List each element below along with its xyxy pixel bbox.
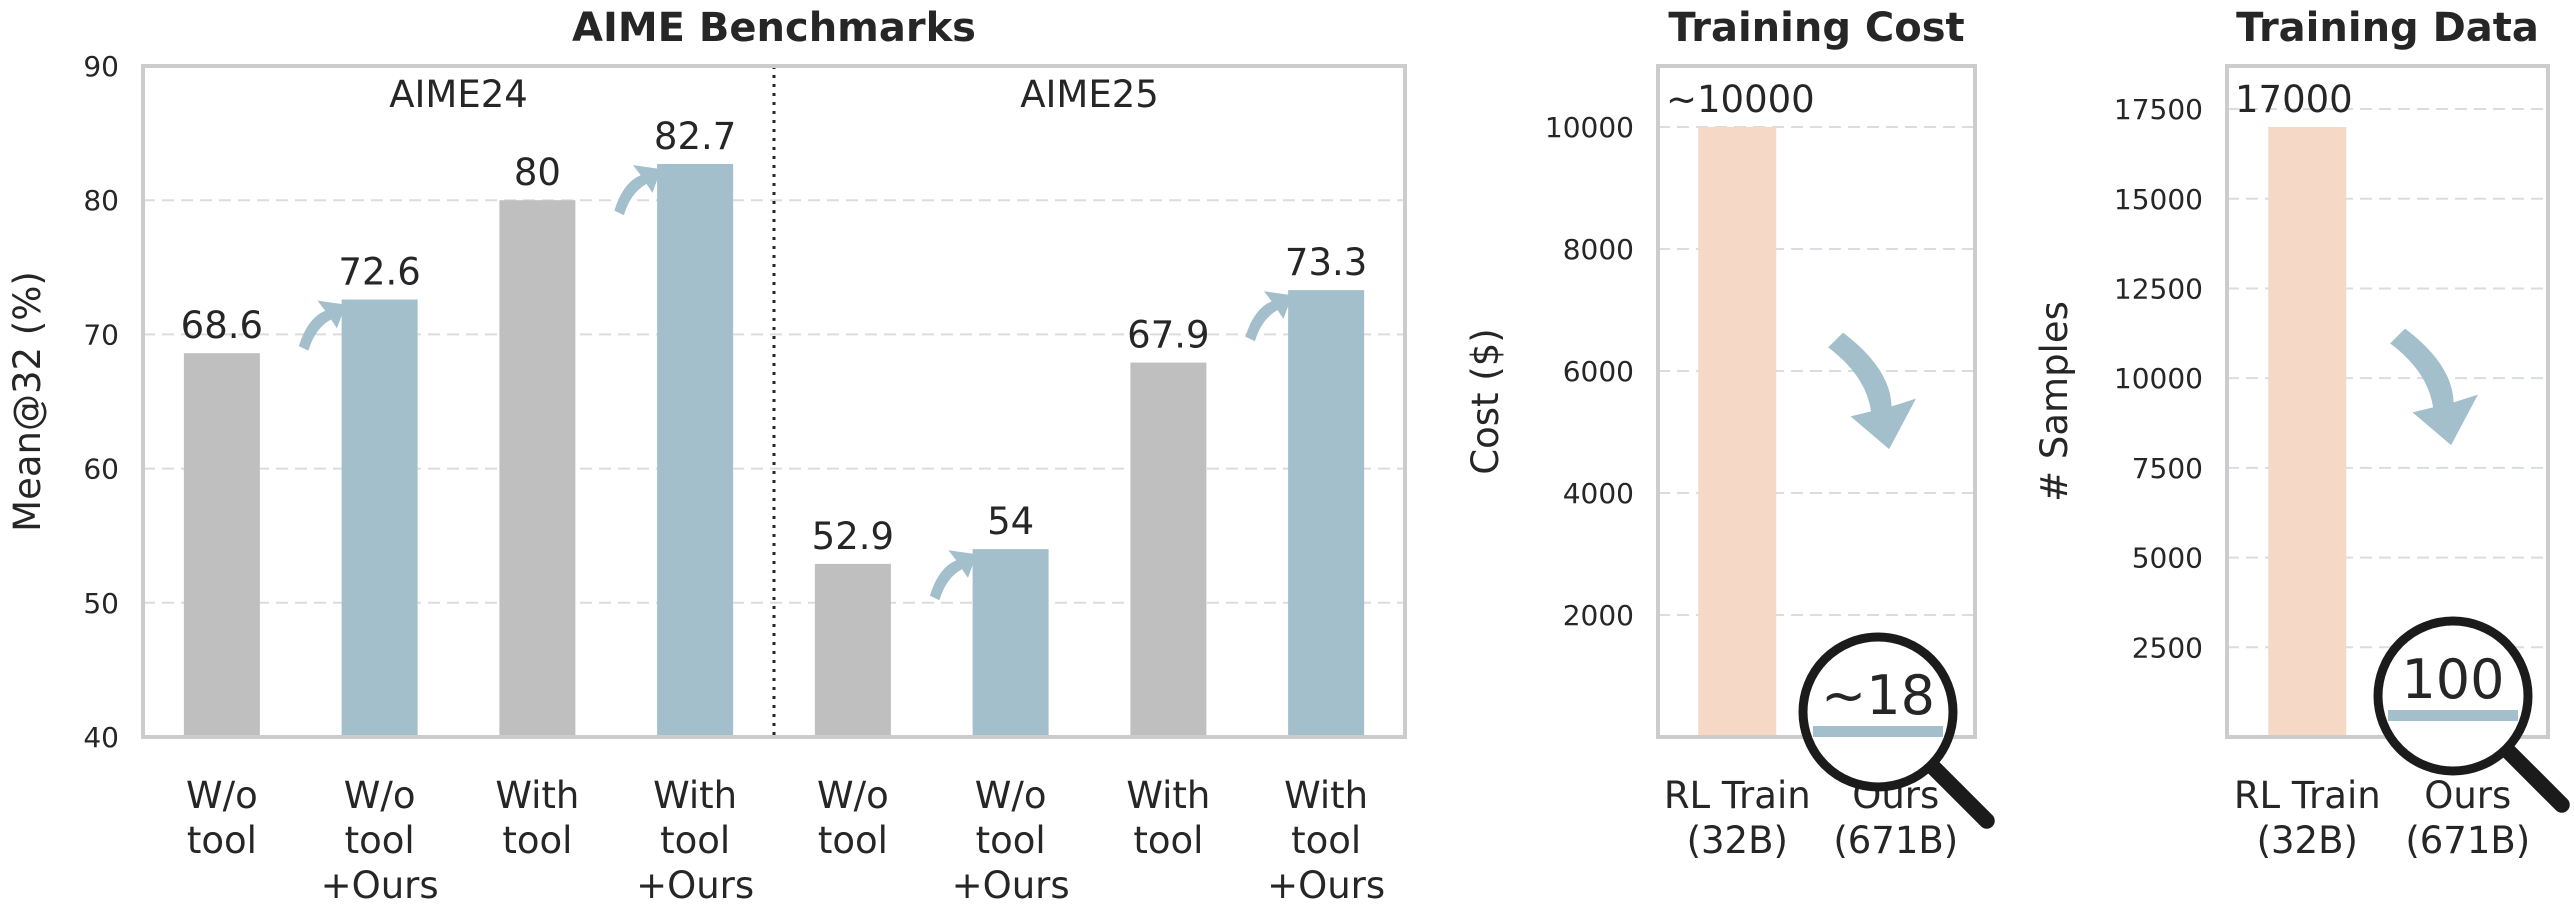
x-tick-label: W/o tool	[817, 774, 889, 862]
data-label: 82.7	[654, 115, 736, 158]
decrease-arrow-shape	[1828, 332, 1916, 450]
chart-title: Training Data	[2236, 5, 2539, 51]
data-label: 54	[987, 500, 1034, 543]
data-label: ~18	[1821, 664, 1935, 727]
bar	[341, 299, 418, 737]
y-tick-label: 2000	[1563, 599, 1634, 632]
bar	[2268, 127, 2347, 737]
x-tick-label: With tool +Ours	[636, 774, 754, 907]
y-tick-label: 6000	[1563, 355, 1634, 388]
plot-frame	[141, 64, 1407, 739]
bar	[657, 163, 734, 737]
data-label: ~10000	[1666, 78, 1815, 121]
chart-title: AIME Benchmarks	[572, 5, 976, 51]
increase-arrow	[1245, 291, 1293, 342]
decrease-arrow	[2390, 328, 2478, 446]
y-tick-label: 60	[83, 453, 119, 486]
data-label: 80	[514, 151, 561, 194]
y-tick-label: 10000	[2114, 362, 2203, 395]
bar	[499, 200, 576, 737]
magnifier-lens	[1798, 632, 1958, 792]
increase-arrow	[298, 300, 346, 351]
y-tick-label: 17500	[2114, 93, 2203, 126]
data-label: 73.3	[1285, 241, 1367, 284]
y-tick-label: 80	[83, 184, 119, 217]
y-tick-label: 12500	[2114, 272, 2203, 305]
x-tick-label: RL Train (32B)	[2234, 774, 2381, 862]
y-axis-label: # Samples	[2033, 301, 2076, 502]
y-axis-label: Mean@32 (%)	[6, 271, 49, 532]
data-label: 72.6	[338, 251, 420, 294]
decrease-arrow-shape	[2390, 328, 2478, 446]
bar	[814, 563, 891, 737]
chart-title: Training Cost	[1668, 5, 1964, 51]
x-tick-label: With tool +Ours	[1267, 774, 1385, 907]
decrease-arrow	[1828, 332, 1916, 450]
magnifier-handle	[1924, 758, 1995, 829]
y-tick-label: 5000	[2132, 542, 2203, 575]
data-label: 68.6	[181, 304, 263, 347]
x-tick-label: W/o tool +Ours	[952, 774, 1070, 907]
data-label: 67.9	[1127, 314, 1209, 357]
x-tick-label: With tool	[1126, 774, 1210, 862]
data-label: 17000	[2235, 78, 2353, 121]
increase-arrow-shape	[1245, 291, 1293, 342]
x-tick-label: W/o tool	[186, 774, 258, 862]
data-label: 100	[2401, 648, 2504, 711]
bar	[1130, 362, 1207, 737]
y-tick-label: 50	[83, 587, 119, 620]
increase-arrow-shape	[298, 300, 346, 351]
magnifier-handle	[2499, 742, 2570, 813]
x-tick-label: With tool	[495, 774, 579, 862]
increase-arrow	[929, 550, 977, 601]
y-tick-label: 7500	[2132, 452, 2203, 485]
group-label: AIME24	[389, 73, 528, 116]
x-tick-label: W/o tool +Ours	[321, 774, 439, 907]
magnified-bar	[2388, 710, 2518, 721]
bar	[1288, 290, 1365, 737]
y-tick-label: 8000	[1563, 233, 1634, 266]
increase-arrow-shape	[929, 550, 977, 601]
bar	[1698, 127, 1777, 737]
y-tick-label: 2500	[2132, 631, 2203, 664]
y-tick-label: 15000	[2114, 183, 2203, 216]
x-tick-label: Ours (671B)	[2405, 774, 2530, 862]
y-tick-label: 70	[83, 318, 119, 351]
y-tick-label: 90	[83, 50, 119, 83]
y-tick-label: 40	[83, 721, 119, 754]
y-tick-label: 10000	[1545, 111, 1634, 144]
bar	[183, 353, 260, 737]
increase-arrow-shape	[614, 165, 662, 216]
group-label: AIME25	[1020, 73, 1159, 116]
bar	[972, 549, 1049, 737]
magnifier-lens	[2373, 616, 2533, 776]
y-axis-label: Cost ($)	[1464, 328, 1507, 474]
data-label: 52.9	[812, 515, 894, 558]
x-tick-label: RL Train (32B)	[1664, 774, 1811, 862]
increase-arrow	[614, 165, 662, 216]
y-tick-label: 4000	[1563, 477, 1634, 510]
magnified-bar	[1813, 726, 1943, 737]
